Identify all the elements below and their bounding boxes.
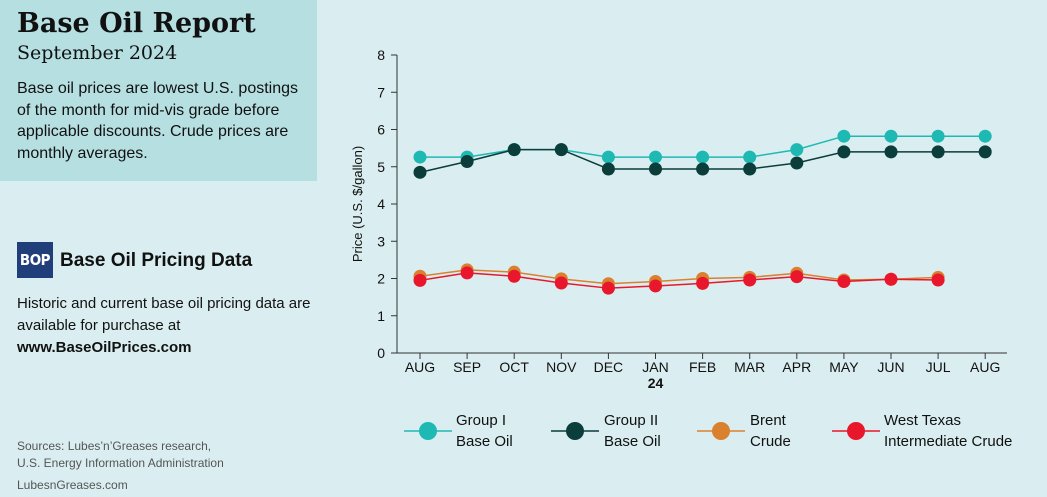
series-1-point-5 bbox=[649, 162, 662, 176]
series-1-point-1 bbox=[460, 155, 474, 169]
x-tick-label-sep-1: SEP bbox=[453, 359, 481, 375]
series-0-point-6 bbox=[696, 150, 710, 164]
series-0-point-10 bbox=[884, 129, 898, 143]
x-tick-label-oct-2: OCT bbox=[499, 359, 529, 375]
sources-note: Sources: Lubes’n’Greases research, U.S. … bbox=[17, 438, 224, 472]
series-3-point-3 bbox=[554, 276, 568, 290]
series-3-point-7 bbox=[743, 273, 757, 287]
series-0-point-5 bbox=[649, 150, 662, 164]
page-title: Base Oil Report bbox=[17, 8, 256, 39]
series-1-point-3 bbox=[554, 143, 568, 157]
series-1-point-10 bbox=[884, 145, 898, 159]
legend-label-3: West Texas Intermediate Crude bbox=[884, 410, 1012, 452]
y-tick-label-0: 0 bbox=[377, 345, 385, 361]
header-panel bbox=[0, 0, 317, 181]
series-0-point-7 bbox=[743, 150, 757, 164]
legend-symbol-1 bbox=[551, 422, 599, 440]
legend-label-line-1: Group II bbox=[604, 412, 659, 429]
series-0-point-8 bbox=[790, 143, 804, 157]
x-tick-label-jan-5: JAN bbox=[642, 359, 668, 375]
series-1-point-12 bbox=[978, 145, 992, 159]
legend-symbol-3 bbox=[832, 422, 880, 440]
legend-label-2: Brent Crude bbox=[750, 410, 791, 452]
y-tick-label-7: 7 bbox=[377, 84, 385, 100]
y-tick-label-6: 6 bbox=[377, 122, 385, 138]
series-line-2 bbox=[419, 269, 939, 285]
series-1-point-4 bbox=[601, 162, 615, 176]
y-tick-label-1: 1 bbox=[377, 308, 385, 324]
x-tick-label-nov-3: NOV bbox=[546, 359, 577, 375]
series-3-point-2 bbox=[507, 269, 521, 283]
promo-text: Historic and current base oil pricing da… bbox=[17, 293, 317, 359]
series-0-point-11 bbox=[931, 129, 945, 143]
bop-logo-icon: BOP bbox=[17, 242, 53, 278]
series-3-point-10 bbox=[884, 272, 898, 286]
promo-link[interactable]: www.BaseOilPrices.com bbox=[17, 339, 192, 356]
series-3-point-4 bbox=[601, 281, 615, 295]
x-tick-label-apr-8: APR bbox=[782, 359, 811, 375]
x-tick-label-jun-10: JUN bbox=[877, 359, 904, 375]
x-tick-label-feb-6: FEB bbox=[689, 359, 716, 375]
legend-symbol-0 bbox=[404, 422, 452, 440]
x-year-label: 24 bbox=[648, 375, 664, 391]
series-3-point-8 bbox=[790, 270, 804, 284]
series-1-point-8 bbox=[790, 156, 804, 170]
series-0-point-0 bbox=[413, 150, 427, 164]
series-1-point-6 bbox=[696, 162, 710, 176]
legend-label-line-2: Crude bbox=[750, 433, 791, 450]
legend-label-line-2: Base Oil bbox=[604, 433, 661, 450]
y-tick-label-2: 2 bbox=[377, 271, 385, 287]
y-tick-label-5: 5 bbox=[377, 159, 385, 175]
legend-label-line-1: West Texas bbox=[884, 412, 961, 429]
legend-label-line-1: Group I bbox=[456, 412, 507, 429]
series-1-point-9 bbox=[837, 145, 851, 159]
series-3-point-11 bbox=[931, 273, 945, 287]
y-tick-label-3: 3 bbox=[377, 233, 385, 249]
sources-line-1: Sources: Lubes’n’Greases research, bbox=[17, 439, 212, 453]
series-3-point-0 bbox=[413, 273, 427, 287]
promo-heading: Base Oil Pricing Data bbox=[60, 250, 253, 271]
x-tick-label-mar-7: MAR bbox=[734, 359, 765, 375]
series-3-point-5 bbox=[649, 279, 662, 293]
legend-symbol-2 bbox=[697, 422, 745, 440]
x-tick-label-jul-11: JUL bbox=[926, 359, 951, 375]
legend-label-line-2: Intermediate Crude bbox=[884, 433, 1013, 450]
legend-label-1: Group II Base Oil bbox=[604, 410, 661, 452]
page-subtitle: September 2024 bbox=[17, 42, 178, 64]
series-0-point-12 bbox=[978, 129, 992, 143]
legend-label-0: Group I Base Oil bbox=[456, 410, 513, 452]
series-3-point-1 bbox=[460, 266, 474, 280]
site-credit: LubesnGreases.com bbox=[17, 478, 128, 492]
report-description: Base oil prices are lowest U.S. postings… bbox=[17, 80, 299, 162]
series-3-point-6 bbox=[696, 276, 710, 290]
x-tick-label-aug-0: AUG bbox=[405, 359, 435, 375]
series-1-point-7 bbox=[743, 162, 757, 176]
legend-label-line-1: Brent bbox=[750, 412, 786, 429]
x-tick-label-aug-12: AUG bbox=[970, 359, 1000, 375]
series-3-point-9 bbox=[837, 274, 851, 288]
series-line-3 bbox=[419, 272, 939, 289]
series-1-point-0 bbox=[413, 165, 427, 179]
y-tick-label-4: 4 bbox=[377, 196, 385, 212]
legend-label-line-2: Base Oil bbox=[456, 433, 513, 450]
x-tick-label-dec-4: DEC bbox=[594, 359, 624, 375]
sources-line-2: U.S. Energy Information Administration bbox=[17, 456, 224, 470]
series-0-point-4 bbox=[601, 150, 615, 164]
series-0-point-9 bbox=[837, 129, 851, 143]
promo-body: Historic and current base oil pricing da… bbox=[17, 295, 311, 334]
series-1-point-11 bbox=[931, 145, 945, 159]
y-tick-label-8: 8 bbox=[377, 47, 385, 63]
x-tick-label-may-9: MAY bbox=[829, 359, 859, 375]
y-axis-title: Price (U.S. $/gallon) bbox=[350, 146, 365, 262]
series-1-point-2 bbox=[507, 143, 521, 157]
